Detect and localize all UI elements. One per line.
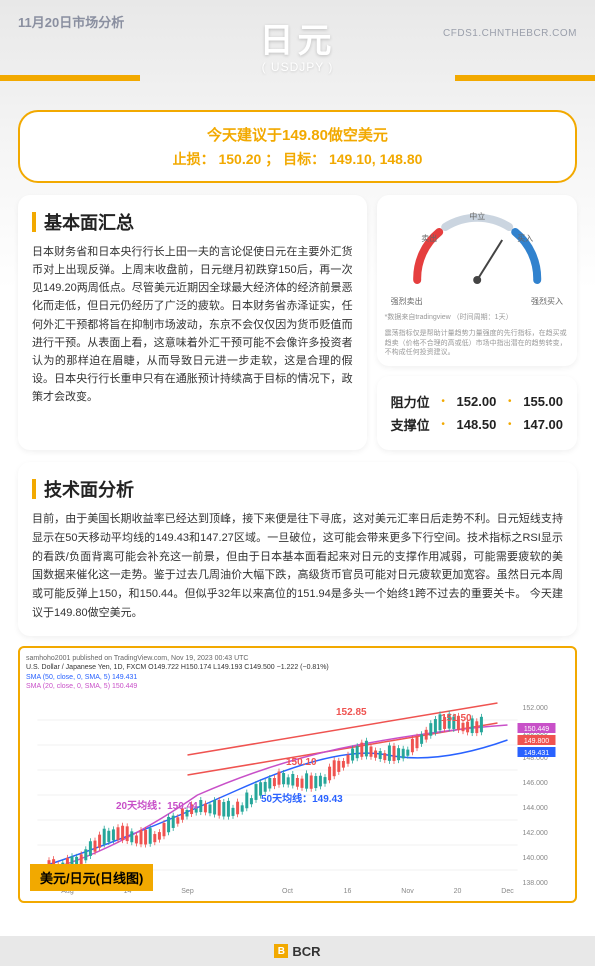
svg-text:152.000: 152.000 (523, 705, 548, 712)
chart-area: 152.000150.000 148.000146.000 144.000142… (26, 695, 569, 895)
gauge-sell-label: 卖出 (421, 233, 437, 243)
channel-right-label: 151.50 (441, 713, 472, 724)
gauge-buy-label: 买入 (517, 234, 533, 243)
technical-text: 目前，由于美国长期收益率已经达到顶峰，接下来便是往下寻底，这对美元汇率日后走势不… (32, 510, 563, 622)
dot-icon: • (508, 419, 512, 430)
gauge-card: 中立 卖出 买入 强烈卖出 强烈买入 *数据来自tradingview （时间周… (377, 195, 577, 366)
gauge-source: *数据来自tradingview （时间周期：1天） (385, 313, 569, 323)
gauge-disclaimer: 震荡指标仅是帮助计量趋势力量强度的先行指标，在趋买或趋卖（价格不合理的高或低）市… (385, 329, 569, 358)
svg-text:149.800: 149.800 (524, 738, 549, 745)
mid-row: 基本面汇总 日本财务省和日本央行行长上田一夫的言论促使日元在主要外汇货币对上出现… (0, 195, 595, 450)
accent-bar-left (0, 75, 140, 81)
svg-text:146.000: 146.000 (523, 780, 548, 787)
resistance-2: 155.00 (523, 394, 563, 409)
support-row: 支撑位 • 148.50 • 147.00 (391, 415, 563, 434)
header: 11月20日市场分析 日元 ( USDJPY ) CFDS1.CHNTHEBCR… (0, 0, 595, 82)
svg-text:142.000: 142.000 (523, 830, 548, 837)
dot-icon: • (508, 396, 512, 407)
footer: B BCR (0, 936, 595, 966)
accent-bar-right (455, 75, 595, 81)
source-url: CFDS1.CHNTHEBCR.COM (443, 28, 577, 39)
resistance-1: 152.00 (457, 394, 497, 409)
gauge-strong-labels: 强烈卖出 强烈买入 (385, 296, 569, 307)
dot-icon: • (441, 419, 445, 430)
svg-text:Sep: Sep (181, 888, 194, 895)
strong-buy-label: 强烈买入 (531, 296, 563, 307)
brand-text: BCR (292, 944, 320, 959)
technical-title: 技术面分析 (32, 476, 563, 502)
support-2: 147.00 (523, 417, 563, 432)
right-col: 中立 卖出 买入 强烈卖出 强烈买入 *数据来自tradingview （时间周… (377, 195, 577, 450)
levels-card: 阻力位 • 152.00 • 155.00 支撑位 • 148.50 • 147… (377, 376, 577, 450)
strong-sell-label: 强烈卖出 (391, 296, 423, 307)
svg-text:149.431: 149.431 (524, 750, 549, 757)
resistance-label: 阻力位 (391, 392, 430, 411)
reco-main: 今天建议于149.80做空美元 (36, 124, 559, 145)
svg-text:Nov: Nov (401, 888, 414, 895)
channel-top-label: 152.85 (336, 707, 367, 718)
svg-text:Dec: Dec (501, 888, 514, 895)
chart-meta-4: SMA (20, close, 0, SMA, 5) 150.449 (26, 682, 569, 691)
fundamental-title: 基本面汇总 (32, 209, 353, 235)
svg-text:138.000: 138.000 (523, 880, 548, 887)
ma50-label: 50天均线：149.43 (261, 790, 343, 805)
resistance-row: 阻力位 • 152.00 • 155.00 (391, 392, 563, 411)
support-label: 支撑位 (391, 415, 430, 434)
chart-card: samhoho2001 published on TradingView.com… (18, 646, 577, 902)
svg-text:150.449: 150.449 (524, 726, 549, 733)
svg-text:Oct: Oct (282, 888, 293, 895)
logo-icon: B (274, 944, 288, 958)
support-1: 148.50 (457, 417, 497, 432)
fundamental-card: 基本面汇总 日本财务省和日本央行行长上田一夫的言论促使日元在主要外汇货币对上出现… (18, 195, 367, 450)
channel-bottom-label: 150.10 (286, 757, 317, 768)
technical-card: 技术面分析 目前，由于美国长期收益率已经达到顶峰，接下来便是往下寻底，这对美元汇… (18, 462, 577, 636)
svg-text:140.000: 140.000 (523, 855, 548, 862)
svg-text:144.000: 144.000 (523, 805, 548, 812)
chart-meta-3: SMA (50, close, 0, SMA, 5) 149.431 (26, 673, 569, 682)
svg-text:20: 20 (454, 888, 462, 895)
pair-subtitle: ( USDJPY ) (18, 60, 577, 74)
footer-logo: B BCR (274, 944, 320, 959)
svg-text:16: 16 (344, 888, 352, 895)
chart-title-badge: 美元/日元(日线图) (30, 864, 153, 891)
gauge-neutral-label: 中立 (469, 211, 485, 221)
chart-meta-2: U.S. Dollar / Japanese Yen, 1D, FXCM O14… (26, 663, 569, 672)
dot-icon: • (441, 396, 445, 407)
reco-levels: 止损： 150.20 ； 目标： 149.10, 148.80 (36, 149, 559, 169)
ma20-label: 20天均线：150.44 (116, 797, 198, 812)
sentiment-gauge: 中立 卖出 买入 (385, 205, 569, 295)
fundamental-text: 日本财务省和日本央行行长上田一夫的言论促使日元在主要外汇货币对上出现反弹。上周末… (32, 243, 353, 406)
recommendation-box: 今天建议于149.80做空美元 止损： 150.20 ； 目标： 149.10,… (18, 110, 577, 183)
chart-meta-1: samhoho2001 published on TradingView.com… (26, 654, 569, 663)
